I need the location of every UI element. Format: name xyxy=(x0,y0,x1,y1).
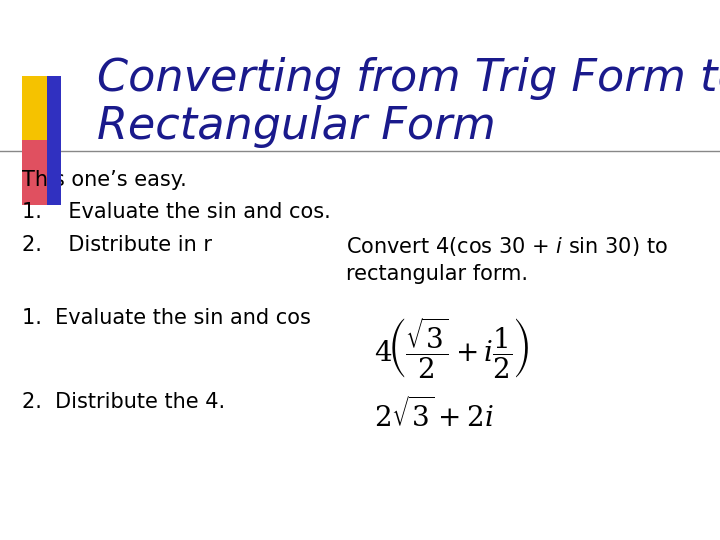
Text: $4\!\left(\dfrac{\sqrt{3}}{2}+i\dfrac{1}{2}\right)$: $4\!\left(\dfrac{\sqrt{3}}{2}+i\dfrac{1}… xyxy=(374,316,530,381)
Text: 1.    Evaluate the sin and cos.: 1. Evaluate the sin and cos. xyxy=(22,202,330,222)
Text: 2.    Distribute in r: 2. Distribute in r xyxy=(22,235,212,255)
FancyBboxPatch shape xyxy=(47,76,61,205)
Text: This one’s easy.: This one’s easy. xyxy=(22,170,186,190)
Text: Converting from Trig Form to
Rectangular Form: Converting from Trig Form to Rectangular… xyxy=(97,57,720,148)
FancyBboxPatch shape xyxy=(22,76,61,140)
Text: 2.  Distribute the 4.: 2. Distribute the 4. xyxy=(22,392,225,411)
Text: $2\sqrt{3}+2i$: $2\sqrt{3}+2i$ xyxy=(374,397,494,433)
Text: Convert 4(cos 30 + $i$ sin 30) to
rectangular form.: Convert 4(cos 30 + $i$ sin 30) to rectan… xyxy=(346,235,667,284)
Text: 1.  Evaluate the sin and cos: 1. Evaluate the sin and cos xyxy=(22,308,310,328)
FancyBboxPatch shape xyxy=(22,140,61,205)
